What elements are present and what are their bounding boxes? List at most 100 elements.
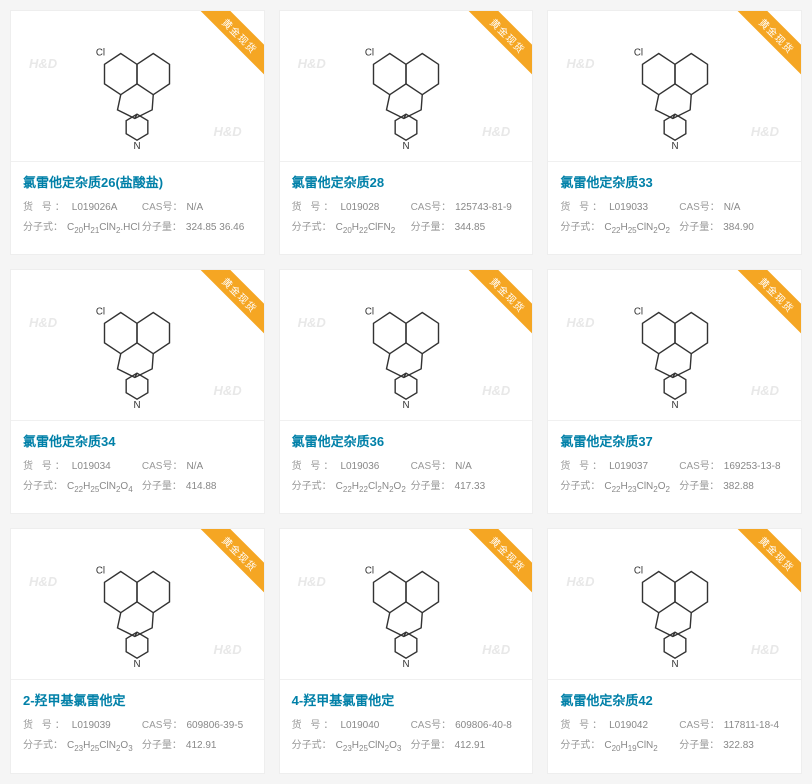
mw-label: 分子量： bbox=[679, 221, 719, 235]
mw-label: 分子量： bbox=[142, 480, 182, 494]
svg-text:N: N bbox=[402, 659, 409, 669]
mw-label: 分子量： bbox=[411, 221, 451, 235]
watermark: H&D bbox=[213, 383, 241, 398]
svg-text:Cl: Cl bbox=[365, 48, 374, 59]
cas-label: CAS号： bbox=[142, 201, 183, 215]
mw-value: 384.90 bbox=[723, 221, 754, 235]
product-info: 氯雷他定杂质28 货 号： L019028 CAS号： 125743-81-9 … bbox=[280, 161, 533, 254]
formula-label: 分子式： bbox=[560, 739, 600, 753]
product-title[interactable]: 氯雷他定杂质26(盐酸盐) bbox=[23, 172, 252, 191]
watermark: H&D bbox=[29, 574, 57, 589]
mw-value: 417.33 bbox=[455, 480, 486, 494]
sku-label: 货 号： bbox=[560, 201, 605, 215]
cas-label: CAS号： bbox=[411, 719, 452, 733]
mw-label: 分子量： bbox=[411, 480, 451, 494]
formula-value: C20H19ClN2 bbox=[604, 739, 657, 754]
watermark: H&D bbox=[482, 642, 510, 657]
watermark: H&D bbox=[29, 315, 57, 330]
product-info: 氯雷他定杂质26(盐酸盐) 货 号： L019026A CAS号： N/A 分子… bbox=[11, 161, 264, 254]
cas-value: N/A bbox=[455, 460, 472, 474]
svg-text:Cl: Cl bbox=[96, 48, 105, 59]
svg-text:N: N bbox=[134, 141, 141, 151]
formula-value: C22H25ClN2O4 bbox=[67, 480, 133, 495]
product-card[interactable]: 黄金现货 H&D H&D Cl N 氯雷他定杂质34 货 号： L019034 bbox=[10, 269, 265, 514]
product-card[interactable]: 黄金现货 H&D H&D Cl N 2-羟甲基氯雷他定 货 号： L019039 bbox=[10, 528, 265, 773]
sku-value: L019026A bbox=[72, 201, 118, 215]
sku-label: 货 号： bbox=[560, 460, 605, 474]
product-title[interactable]: 氯雷他定杂质42 bbox=[560, 690, 789, 709]
product-info: 氯雷他定杂质33 货 号： L019033 CAS号： N/A 分子式： C22… bbox=[548, 161, 801, 254]
formula-label: 分子式： bbox=[23, 739, 63, 753]
formula-label: 分子式： bbox=[560, 221, 600, 235]
watermark: H&D bbox=[298, 574, 326, 589]
watermark: H&D bbox=[482, 383, 510, 398]
cas-label: CAS号： bbox=[142, 719, 183, 733]
formula-label: 分子式： bbox=[560, 480, 600, 494]
svg-text:N: N bbox=[402, 141, 409, 151]
watermark: H&D bbox=[213, 642, 241, 657]
formula-label: 分子式： bbox=[292, 739, 332, 753]
product-info: 2-羟甲基氯雷他定 货 号： L019039 CAS号： 609806-39-5… bbox=[11, 679, 264, 772]
formula-value: C20H21ClN2.HCl bbox=[67, 221, 140, 236]
watermark: H&D bbox=[751, 124, 779, 139]
product-card[interactable]: 黄金现货 H&D H&D Cl N 氯雷他定杂质36 货 号： L019036 bbox=[279, 269, 534, 514]
product-title[interactable]: 氯雷他定杂质36 bbox=[292, 431, 521, 450]
svg-text:N: N bbox=[134, 400, 141, 410]
product-card[interactable]: 黄金现货 H&D H&D Cl N 氯雷他定杂质33 货 号： L019033 bbox=[547, 10, 802, 255]
mw-value: 412.91 bbox=[455, 739, 486, 753]
product-title[interactable]: 氯雷他定杂质33 bbox=[560, 172, 789, 191]
cas-label: CAS号： bbox=[142, 460, 183, 474]
svg-text:Cl: Cl bbox=[633, 566, 642, 577]
mw-value: 322.83 bbox=[723, 739, 754, 753]
watermark: H&D bbox=[566, 56, 594, 71]
sku-value: L019034 bbox=[72, 460, 111, 474]
product-info: 氯雷他定杂质36 货 号： L019036 CAS号： N/A 分子式： C22… bbox=[280, 420, 533, 513]
product-card[interactable]: 黄金现货 H&D H&D Cl N 氯雷他定杂质42 货 号： L019042 bbox=[547, 528, 802, 773]
formula-value: C22H25ClN2O2 bbox=[604, 221, 670, 236]
product-card[interactable]: 黄金现货 H&D H&D Cl N 氯雷他定杂质26(盐酸盐) 货 号： L01… bbox=[10, 10, 265, 255]
svg-text:N: N bbox=[671, 141, 678, 151]
sku-value: L019039 bbox=[72, 719, 111, 733]
cas-label: CAS号： bbox=[679, 460, 720, 474]
cas-value: N/A bbox=[186, 460, 203, 474]
sku-value: L019040 bbox=[340, 719, 379, 733]
product-title[interactable]: 氯雷他定杂质37 bbox=[560, 431, 789, 450]
sku-label: 货 号： bbox=[23, 201, 68, 215]
svg-text:Cl: Cl bbox=[365, 566, 374, 577]
formula-value: C23H25ClN2O3 bbox=[336, 739, 402, 754]
product-title[interactable]: 2-羟甲基氯雷他定 bbox=[23, 690, 252, 709]
watermark: H&D bbox=[29, 56, 57, 71]
sku-label: 货 号： bbox=[292, 719, 337, 733]
sku-label: 货 号： bbox=[292, 460, 337, 474]
cas-value: 117811-18-4 bbox=[724, 719, 779, 733]
product-title[interactable]: 氯雷他定杂质28 bbox=[292, 172, 521, 191]
cas-value: 609806-39-5 bbox=[186, 719, 243, 733]
cas-label: CAS号： bbox=[679, 201, 720, 215]
sku-value: L019028 bbox=[340, 201, 379, 215]
mw-value: 414.88 bbox=[186, 480, 217, 494]
sku-label: 货 号： bbox=[23, 719, 68, 733]
sku-label: 货 号： bbox=[560, 719, 605, 733]
sku-value: L019037 bbox=[609, 460, 648, 474]
product-card[interactable]: 黄金现货 H&D H&D Cl N 氯雷他定杂质28 货 号： L019028 bbox=[279, 10, 534, 255]
product-info: 氯雷他定杂质34 货 号： L019034 CAS号： N/A 分子式： C22… bbox=[11, 420, 264, 513]
formula-label: 分子式： bbox=[23, 480, 63, 494]
formula-value: C22H23ClN2O2 bbox=[604, 480, 670, 495]
product-title[interactable]: 氯雷他定杂质34 bbox=[23, 431, 252, 450]
svg-text:Cl: Cl bbox=[96, 566, 105, 577]
watermark: H&D bbox=[751, 383, 779, 398]
product-title[interactable]: 4-羟甲基氯雷他定 bbox=[292, 690, 521, 709]
sku-label: 货 号： bbox=[23, 460, 68, 474]
svg-text:Cl: Cl bbox=[365, 307, 374, 318]
watermark: H&D bbox=[298, 315, 326, 330]
watermark: H&D bbox=[751, 642, 779, 657]
svg-text:Cl: Cl bbox=[633, 48, 642, 59]
product-card[interactable]: 黄金现货 H&D H&D Cl N 氯雷他定杂质37 货 号： L019037 bbox=[547, 269, 802, 514]
svg-text:Cl: Cl bbox=[96, 307, 105, 318]
cas-label: CAS号： bbox=[679, 719, 720, 733]
cas-label: CAS号： bbox=[411, 201, 452, 215]
watermark: H&D bbox=[298, 56, 326, 71]
product-card[interactable]: 黄金现货 H&D H&D Cl N 4-羟甲基氯雷他定 货 号： L019040 bbox=[279, 528, 534, 773]
sku-value: L019042 bbox=[609, 719, 648, 733]
formula-label: 分子式： bbox=[23, 221, 63, 235]
